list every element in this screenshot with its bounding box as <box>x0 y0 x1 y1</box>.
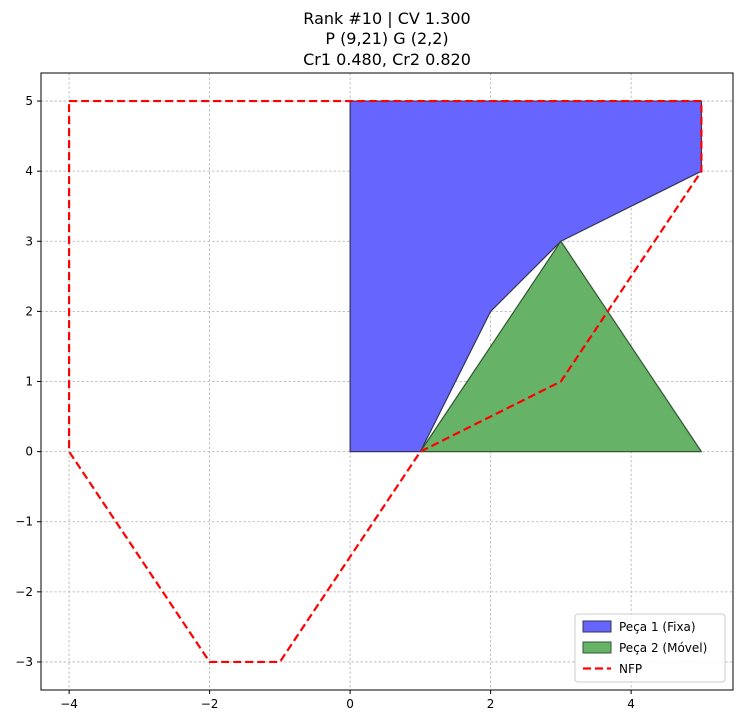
x-tick-label-4: 4 <box>627 697 635 711</box>
series-line-2 <box>67 99 703 664</box>
y-tick-label-8: 5 <box>25 94 33 108</box>
chart-title-line-2: P (9,21) G (2,2) <box>325 29 448 48</box>
legend-swatch-1 <box>582 641 612 654</box>
legend-label-2: NFP <box>619 662 642 676</box>
y-tick-label-1: −2 <box>15 585 33 599</box>
legend: Peça 1 (Fixa) Peça 2 (Móvel) NFP <box>574 613 726 683</box>
y-tick-label-3: 0 <box>25 445 33 459</box>
legend-label-0: Peça 1 (Fixa) <box>619 620 696 634</box>
x-tick-label-3: 2 <box>487 697 495 711</box>
y-tick-label-6: 3 <box>25 234 33 248</box>
x-tick-label-0: −4 <box>60 697 78 711</box>
y-axis: −3 −2 −1 0 1 2 3 4 5 <box>15 94 41 669</box>
x-tick-label-2: 0 <box>346 697 354 711</box>
legend-swatch-0 <box>582 620 612 633</box>
plot-shapes <box>67 99 703 664</box>
legend-box <box>574 613 726 683</box>
y-tick-label-2: −1 <box>15 515 33 529</box>
y-tick-label-0: −3 <box>15 655 33 669</box>
y-tick-label-7: 4 <box>25 164 33 178</box>
y-tick-label-4: 1 <box>25 375 33 389</box>
legend-label-1: Peça 2 (Móvel) <box>619 641 707 655</box>
chart-title-line-1: Rank #10 | CV 1.300 <box>303 9 470 28</box>
x-tick-label-1: −2 <box>201 697 219 711</box>
y-tick-label-5: 2 <box>25 304 33 318</box>
x-axis: −4 −2 0 2 4 <box>60 690 635 711</box>
series-polygon-1 <box>419 240 702 453</box>
chart-title-line-3: Cr1 0.480, Cr2 0.820 <box>303 50 471 69</box>
